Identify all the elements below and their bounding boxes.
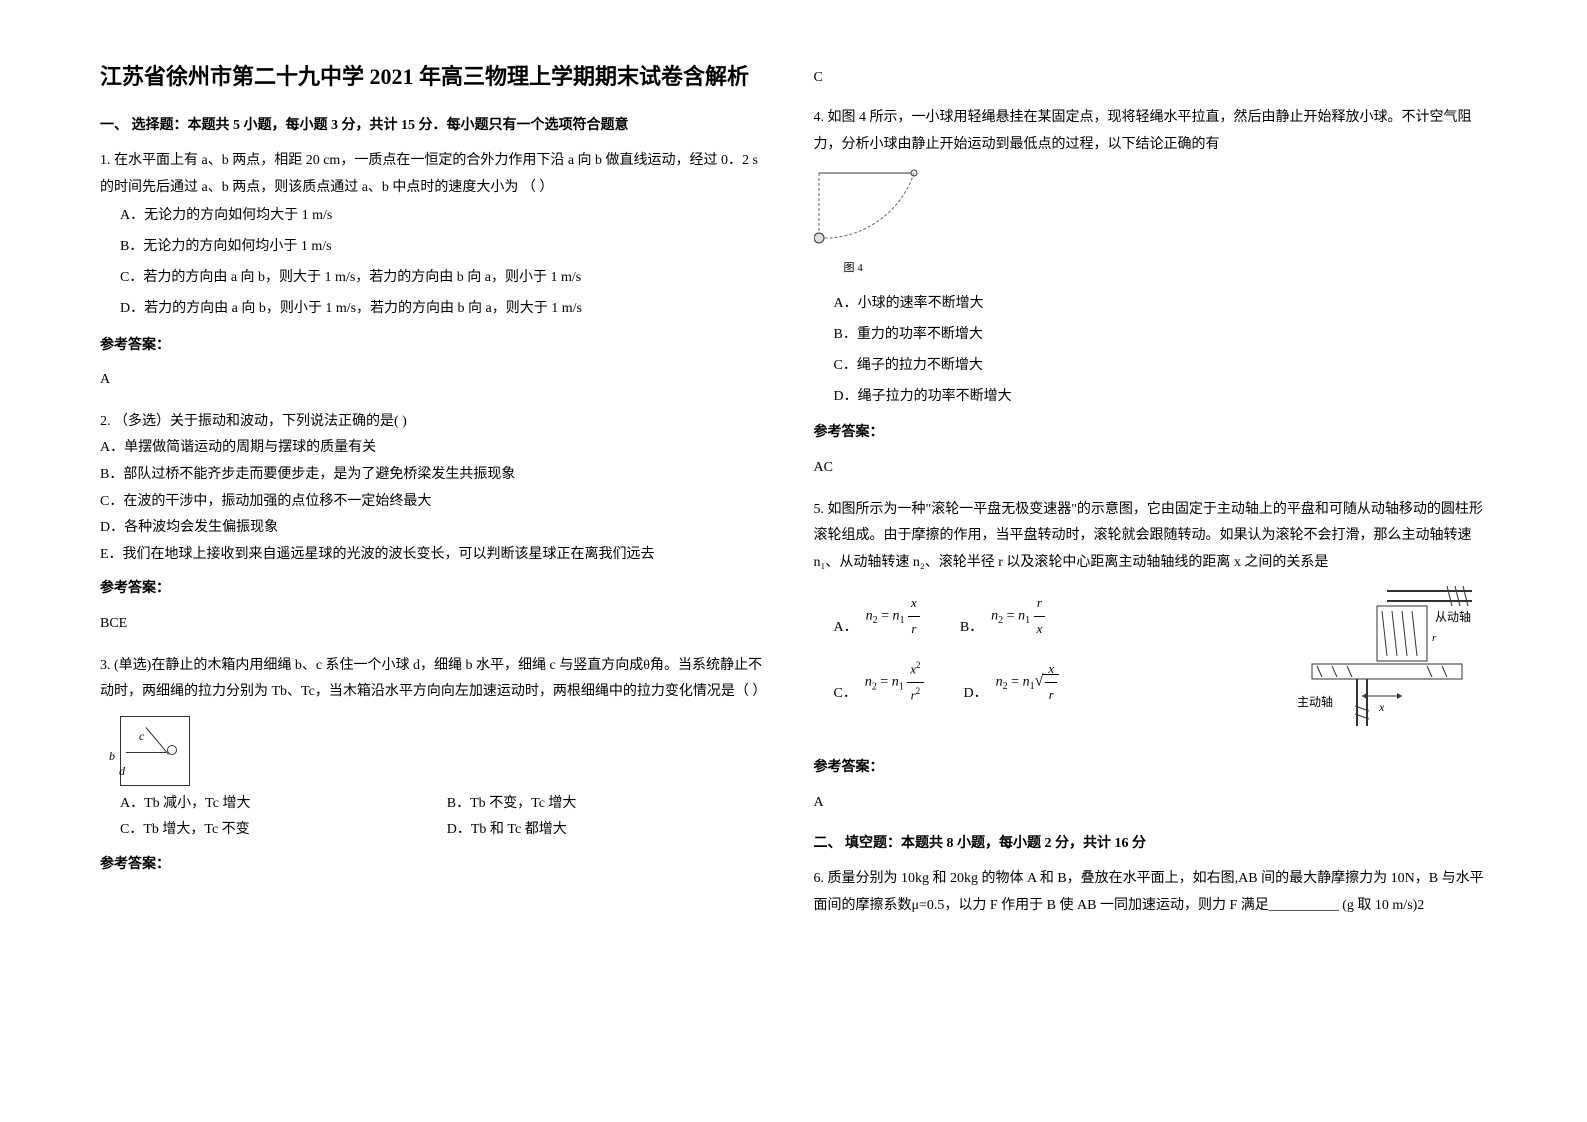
- q5-answer-label: 参考答案：: [814, 755, 1488, 782]
- question-6: 6. 质量分别为 10kg 和 20kg 的物体 A 和 B，叠放在水平面上，如…: [814, 866, 1488, 919]
- q1-option-b: B．无论力的方向如何均小于 1 m/s: [120, 232, 774, 263]
- q1-answer: A: [100, 367, 774, 394]
- q1-option-d: D．若力的方向由 a 向 b，则小于 1 m/s，若力的方向由 b 向 a，则大…: [120, 294, 774, 325]
- q2-option-d: D．各种波均会发生偏振现象: [100, 515, 774, 542]
- q3-options-row2: C．Tb 增大，Tc 不变 D．Tb 和 Tc 都增大: [120, 817, 774, 844]
- question-2: 2. （多选）关于振动和波动，下列说法正确的是( ) A．单摆做简谐运动的周期与…: [100, 409, 774, 638]
- q3-option-c: C．Tb 增大，Tc 不变: [120, 817, 447, 844]
- question-4: 4. 如图 4 所示，一小球用轻绳悬挂在某固定点，现将轻绳水平拉直，然后由静止开…: [814, 105, 1488, 481]
- q2-option-c: C．在波的干涉中，振动加强的点位移不一定始终最大: [100, 489, 774, 516]
- q4-diagram-caption: 图 4: [844, 258, 1488, 279]
- q3-option-d: D．Tb 和 Tc 都增大: [447, 817, 774, 844]
- q5-formula-row-1: A． n2 = n1 xr B． n2 = n1 rx: [834, 591, 1278, 641]
- q4-answer-label: 参考答案：: [814, 420, 1488, 447]
- q2-answer-label: 参考答案：: [100, 576, 774, 603]
- right-column: C 4. 如图 4 所示，一小球用轻绳悬挂在某固定点，现将轻绳水平拉直，然后由静…: [794, 60, 1508, 1062]
- q4-answer: AC: [814, 455, 1488, 482]
- left-column: 江苏省徐州市第二十九中学 2021 年高三物理上学期期末试卷含解析 一、 选择题…: [80, 60, 794, 1062]
- question-4-text: 4. 如图 4 所示，一小球用轻绳悬挂在某固定点，现将轻绳水平拉直，然后由静止开…: [814, 105, 1488, 158]
- q3-answer: C: [814, 65, 1488, 90]
- question-5-text: 5. 如图所示为一种"滚轮一平盘无极变速器"的示意图，它由固定于主动轴上的平盘和…: [814, 497, 1488, 577]
- q5-option-c: C． n2 = n1 x2r2: [834, 657, 924, 708]
- q3-options-row1: A．Tb 减小，Tc 增大 B．Tb 不变，Tc 增大: [120, 791, 774, 818]
- q4-option-c: C．绳子的拉力不断增大: [834, 351, 1488, 382]
- q1-answer-label: 参考答案：: [100, 333, 774, 360]
- q1-option-a: A．无论力的方向如何均大于 1 m/s: [120, 201, 774, 232]
- q5-option-a: A． n2 = n1 xr: [834, 591, 920, 641]
- question-5: 5. 如图所示为一种"滚轮一平盘无极变速器"的示意图，它由固定于主动轴上的平盘和…: [814, 497, 1488, 817]
- svg-text:x: x: [1378, 700, 1385, 714]
- q2-answer: BCE: [100, 611, 774, 638]
- svg-text:主动轴: 主动轴: [1297, 694, 1333, 709]
- question-4-options: A．小球的速率不断增大 B．重力的功率不断增大 C．绳子的拉力不断增大 D．绳子…: [834, 289, 1488, 412]
- q4-diagram: [814, 168, 934, 248]
- q1-option-c: C．若力的方向由 a 向 b，则大于 1 m/s，若力的方向由 b 向 a，则小…: [120, 263, 774, 294]
- question-3: 3. (单选)在静止的木箱内用细绳 b、c 系住一个小球 d，细绳 b 水平，细…: [100, 653, 774, 879]
- q4-option-d: D．绳子拉力的功率不断增大: [834, 382, 1488, 413]
- question-1-options: A．无论力的方向如何均大于 1 m/s B．无论力的方向如何均小于 1 m/s …: [120, 201, 774, 324]
- question-3-text: 3. (单选)在静止的木箱内用细绳 b、c 系住一个小球 d，细绳 b 水平，细…: [100, 653, 774, 706]
- q2-option-a: A．单摆做简谐运动的周期与摆球的质量有关: [100, 435, 774, 462]
- section-2-title: 二、 填空题：本题共 8 小题，每小题 2 分，共计 16 分: [814, 831, 1488, 856]
- section-1-title: 一、 选择题：本题共 5 小题，每小题 3 分，共计 15 分．每小题只有一个选…: [100, 113, 774, 138]
- question-1-text: 1. 在水平面上有 a、b 两点，相距 20 cm，一质点在一恒定的合外力作用下…: [100, 148, 774, 201]
- q5-formula-row-2: C． n2 = n1 x2r2 D． n2 = n1√xr: [834, 657, 1278, 708]
- q3-option-b: B．Tb 不变，Tc 增大: [447, 791, 774, 818]
- q4-option-b: B．重力的功率不断增大: [834, 320, 1488, 351]
- question-1: 1. 在水平面上有 a、b 两点，相距 20 cm，一质点在一恒定的合外力作用下…: [100, 148, 774, 394]
- q4-option-a: A．小球的速率不断增大: [834, 289, 1488, 320]
- document-title: 江苏省徐州市第二十九中学 2021 年高三物理上学期期末试卷含解析: [100, 60, 774, 93]
- q5-diagram: x r 从动轴 主动轴: [1287, 576, 1487, 747]
- q2-option-b: B．部队过桥不能齐步走而要便步走，是为了避免桥梁发生共振现象: [100, 462, 774, 489]
- q5-option-d: D． n2 = n1√xr: [964, 657, 1060, 707]
- q3-answer-label: 参考答案：: [100, 852, 774, 879]
- q5-option-b: B． n2 = n1 rx: [960, 591, 1046, 641]
- q3-diagram: b c d: [120, 716, 190, 786]
- q5-answer: A: [814, 790, 1488, 817]
- q3-option-a: A．Tb 减小，Tc 增大: [120, 791, 447, 818]
- svg-text:r: r: [1432, 632, 1437, 644]
- q2-option-e: E．我们在地球上接收到来自遥远星球的光波的波长变长，可以判断该星球正在离我们远去: [100, 542, 774, 569]
- svg-text:从动轴: 从动轴: [1435, 609, 1471, 624]
- question-6-text: 6. 质量分别为 10kg 和 20kg 的物体 A 和 B，叠放在水平面上，如…: [814, 866, 1488, 919]
- question-2-text: 2. （多选）关于振动和波动，下列说法正确的是( ): [100, 409, 774, 436]
